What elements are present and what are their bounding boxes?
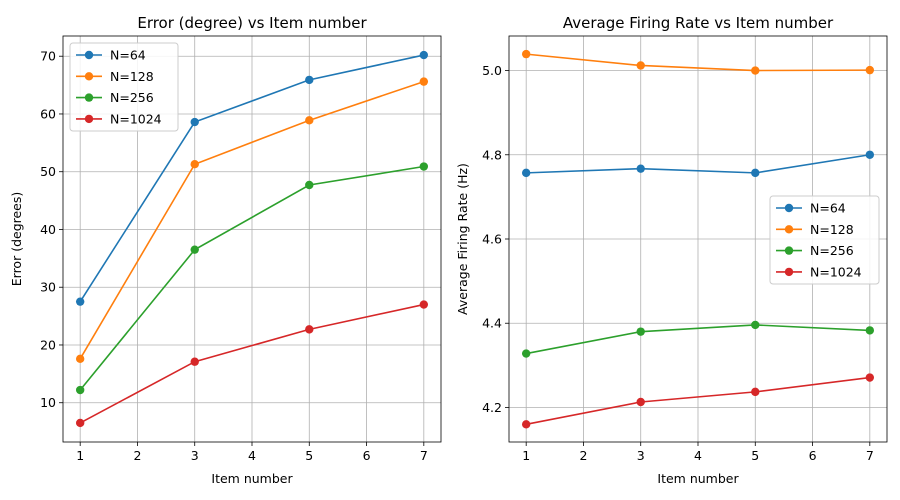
data-point (419, 77, 429, 86)
series-line-N=1024 (526, 376, 870, 426)
data-point (751, 320, 760, 330)
x-tick-label: 2 (579, 448, 587, 463)
x-tick-label: 3 (191, 448, 199, 463)
legend-swatch-marker (84, 50, 94, 60)
y-tick-label: 20 (40, 337, 56, 352)
series-line-N=128 (79, 80, 425, 360)
series-line-N=64 (79, 54, 424, 303)
data-point (865, 373, 875, 382)
y-tick-label: 60 (40, 106, 56, 121)
x-axis-label: Item number (211, 471, 293, 486)
data-point (636, 397, 645, 407)
x-tick-label: 6 (809, 448, 817, 463)
chart-panel-1: Error (degree) vs Item number 1 2 3 4 5 6 7 10 20… (9, 14, 442, 486)
series-line-N=64 (526, 153, 870, 174)
data-point (305, 325, 314, 334)
data-point (305, 180, 314, 190)
data-point (751, 387, 760, 397)
data-point (865, 326, 875, 335)
legend-swatch-marker (84, 114, 94, 124)
data-point (521, 49, 531, 59)
series-line-N=1024 (79, 303, 424, 424)
y-tick-label: 70 (40, 49, 56, 64)
legend-swatch-marker (84, 93, 94, 102)
x-tick-label: 7 (420, 448, 428, 463)
data-point (751, 168, 760, 178)
data-point (751, 66, 760, 75)
legend-box (69, 42, 179, 132)
x-tick-label: 5 (751, 448, 759, 463)
legend-box (769, 195, 880, 285)
data-point (75, 418, 85, 428)
y-tick-label: 4.2 (482, 400, 502, 415)
y-tick-label: 4.8 (482, 147, 502, 162)
axes-frame (62, 35, 442, 443)
data-point (190, 117, 199, 127)
x-tick-label: 4 (694, 448, 702, 463)
legend-label: N=1024 (810, 264, 862, 279)
y-axis-label: Average Firing Rate (Hz) (455, 163, 470, 315)
x-axis-label: Item number (657, 471, 739, 486)
chart-title: Average Firing Rate vs Item number (563, 14, 834, 32)
data-point (865, 150, 875, 159)
legend-label: N=256 (110, 90, 154, 105)
data-point (521, 168, 531, 178)
series-line-N=256 (79, 165, 424, 391)
data-point (419, 50, 429, 60)
y-tick-label: 10 (40, 395, 56, 410)
x-tick-label: 1 (76, 448, 84, 463)
legend-swatch-marker (784, 267, 794, 277)
chart-panel-2: Average Firing Rate vs Item number 1 2 3 4 5 6… (455, 14, 888, 486)
y-tick-label: 30 (40, 280, 56, 295)
y-tick-label: 4.4 (482, 316, 502, 331)
x-tick-label: 5 (305, 448, 313, 463)
data-point (636, 327, 645, 336)
legend: N=64 N=128 N=256 N=1024 (769, 195, 880, 285)
data-point (305, 75, 314, 85)
legend-label: N=1024 (110, 111, 162, 126)
legend-label: N=256 (810, 243, 854, 258)
legend-label: N=128 (810, 222, 854, 237)
data-point (305, 116, 314, 125)
data-point (190, 245, 199, 254)
x-tick-label: 2 (133, 448, 141, 463)
series-line-N=128 (526, 53, 870, 72)
legend-label: N=64 (810, 201, 846, 216)
data-point (419, 300, 429, 309)
legend-swatch-marker (784, 203, 794, 213)
legend-label: N=128 (110, 69, 154, 84)
data-point (636, 164, 645, 173)
data-point (190, 160, 199, 169)
legend-swatch-marker (784, 246, 794, 255)
axes-frame (508, 35, 888, 443)
x-tick-label: 6 (363, 448, 371, 463)
legend: N=64 N=128 N=256 N=1024 (69, 42, 179, 132)
x-tick-label: 1 (522, 448, 530, 463)
data-point (521, 420, 531, 429)
y-tick-label: 50 (40, 164, 56, 179)
x-tick-label: 4 (248, 448, 256, 463)
y-tick-label: 40 (40, 222, 56, 237)
chart-title: Error (degree) vs Item number (137, 14, 367, 32)
data-point (636, 61, 645, 70)
legend-swatch-marker (784, 225, 794, 234)
data-point (75, 354, 85, 364)
data-point (75, 385, 85, 395)
data-point (521, 349, 531, 358)
legend-label: N=64 (110, 48, 146, 63)
legend-swatch-marker (84, 72, 94, 81)
data-point (75, 297, 85, 306)
data-point (190, 357, 199, 366)
data-point (865, 65, 875, 75)
y-tick-label: 5.0 (482, 63, 502, 78)
data-point (419, 162, 429, 171)
x-tick-label: 7 (866, 448, 874, 463)
y-tick-label: 4.6 (482, 232, 502, 247)
y-axis-label: Error (degrees) (9, 192, 24, 287)
x-tick-label: 3 (637, 448, 645, 463)
series-line-N=256 (526, 324, 870, 355)
